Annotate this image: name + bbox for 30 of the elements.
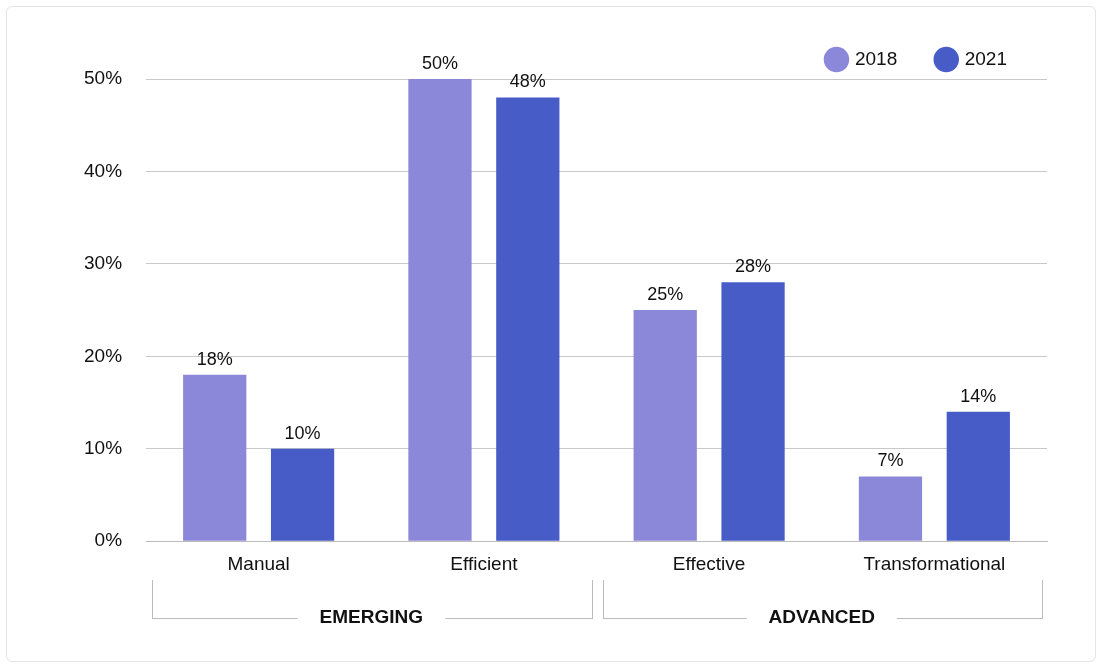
bar	[183, 374, 247, 541]
y-tick-label: 0%	[94, 529, 123, 551]
bar	[270, 448, 335, 541]
data-label: 10%	[284, 422, 321, 443]
y-tick-label: 30%	[84, 252, 123, 274]
bar	[496, 97, 560, 541]
y-tick-label: 10%	[84, 436, 123, 458]
bar	[721, 282, 785, 541]
y-tick-label: 20%	[84, 344, 123, 366]
x-tick-label: Manual	[227, 552, 290, 574]
data-label: 14%	[960, 385, 997, 406]
x-tick-label: Effective	[672, 552, 746, 574]
data-label: 48%	[509, 71, 546, 92]
bar	[858, 476, 923, 541]
legend-label: 2018	[854, 47, 898, 69]
text: ADVANCED	[746, 606, 897, 628]
bar	[633, 310, 697, 541]
bar	[408, 79, 472, 541]
text: EMERGING	[297, 606, 445, 628]
legend-label: 2021	[964, 47, 1008, 69]
x-tick-label: Transformational	[863, 552, 1006, 574]
x-tick-label: Efficient	[450, 552, 519, 574]
y-tick-label: 50%	[84, 67, 123, 89]
bar	[946, 411, 1010, 541]
data-label: 28%	[735, 256, 772, 277]
data-label: 7%	[877, 450, 904, 471]
y-tick-label: 40%	[84, 159, 123, 181]
data-label: 18%	[196, 348, 233, 369]
data-label: 25%	[647, 284, 684, 305]
data-label: 50%	[421, 52, 458, 73]
